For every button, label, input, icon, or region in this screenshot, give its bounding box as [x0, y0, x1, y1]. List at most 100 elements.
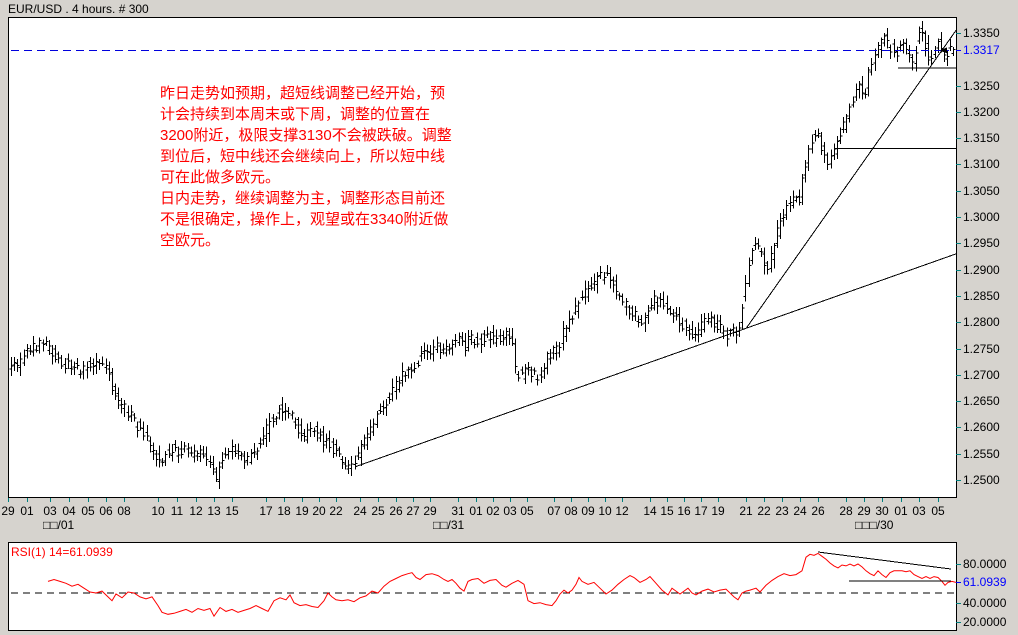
price-axis-tick: [956, 191, 961, 192]
date-axis-tick: [27, 498, 28, 502]
date-axis-label: 08: [564, 504, 578, 518]
date-axis-label: 19: [295, 504, 309, 518]
date-axis-label: 23: [775, 504, 789, 518]
date-axis-tick: [266, 498, 267, 502]
price-axis-label: 1.2650: [963, 394, 1000, 408]
date-axis-tick: [232, 498, 233, 502]
price-chart-canvas[interactable]: [9, 18, 956, 497]
price-axis-label: 1.2600: [963, 420, 1000, 434]
current-bar-marker-icon: [940, 47, 947, 54]
date-axis-tick: [458, 498, 459, 502]
price-axis-tick: [956, 480, 961, 481]
price-axis-tick: [956, 164, 961, 165]
date-axis-tick: [554, 498, 555, 502]
price-axis-label: 1.3100: [963, 157, 1000, 171]
date-axis-tick: [50, 498, 51, 502]
date-axis-tick: [336, 498, 337, 502]
date-axis-tick: [476, 498, 477, 502]
date-axis-label: 12: [615, 504, 629, 518]
date-axis-tick: [527, 498, 528, 502]
date-axis-tick: [919, 498, 920, 502]
chart-title: EUR/USD . 4 hours. # 300: [8, 2, 149, 16]
date-axis-tick: [746, 498, 747, 502]
date-axis-tick: [782, 498, 783, 502]
date-axis-label: 26: [389, 504, 403, 518]
price-axis-label: 1.3150: [963, 131, 1000, 145]
date-axis-label: 24: [793, 504, 807, 518]
rsi-axis-tick: [956, 603, 961, 604]
date-axis-tick: [214, 498, 215, 502]
date-axis-label: 27: [406, 504, 420, 518]
date-axis-label: 21: [739, 504, 753, 518]
price-axis-tick: [956, 243, 961, 244]
price-axis-label: 1.2700: [963, 368, 1000, 382]
date-axis-tick: [284, 498, 285, 502]
price-axis-label: 1.2900: [963, 263, 1000, 277]
date-axis-label: 24: [353, 504, 367, 518]
price-axis-label: 1.2750: [963, 342, 1000, 356]
price-axis-tick: [956, 375, 961, 376]
rsi-current-tick: [956, 582, 961, 583]
date-axis-label: 29: [1, 504, 15, 518]
rsi-chart-canvas[interactable]: [9, 543, 956, 630]
date-axis-tick: [124, 498, 125, 502]
date-axis-label: 10: [598, 504, 612, 518]
price-axis-label: 1.3200: [963, 105, 1000, 119]
price-axis-tick: [956, 322, 961, 323]
date-axis-label: 06: [99, 504, 113, 518]
date-axis-label: 11: [170, 504, 184, 518]
date-axis-label: 20: [312, 504, 326, 518]
price-axis-tick: [956, 349, 961, 350]
main-price-chart[interactable]: [8, 17, 957, 498]
date-axis-tick: [800, 498, 801, 502]
date-axis-tick: [605, 498, 606, 502]
date-axis-tick: [882, 498, 883, 502]
date-axis-label: 22: [757, 504, 771, 518]
date-axis-label: 22: [329, 504, 343, 518]
date-axis-tick: [88, 498, 89, 502]
date-axis-label: 25: [371, 504, 385, 518]
price-axis-label: 1.2800: [963, 315, 1000, 329]
price-axis-label: 1.3350: [963, 26, 1000, 40]
price-axis-label: 1.3250: [963, 79, 1000, 93]
period-axis-label: □□□/30: [855, 518, 894, 532]
date-axis-tick: [106, 498, 107, 502]
date-axis-tick: [938, 498, 939, 502]
current-price-label: 1.3317: [963, 43, 1000, 57]
date-axis-label: 18: [277, 504, 291, 518]
rsi-axis-label: 20.0000: [963, 615, 1007, 629]
date-axis-label: 09: [581, 504, 595, 518]
date-axis-tick: [302, 498, 303, 502]
price-axis-label: 1.2550: [963, 447, 1000, 461]
trendline-steep-uptrend: [745, 30, 956, 329]
rsi-axis-label: 40.0000: [963, 596, 1007, 610]
trendline-long-uptrend: [354, 253, 956, 468]
date-axis-label: 02: [486, 504, 500, 518]
date-axis-tick: [8, 498, 9, 502]
date-axis-tick: [864, 498, 865, 502]
rsi-axis-tick: [956, 622, 961, 623]
date-axis-label: 28: [839, 504, 853, 518]
price-axis-label: 1.3050: [963, 184, 1000, 198]
date-axis-label: 04: [62, 504, 76, 518]
date-axis-tick: [177, 498, 178, 502]
date-axis-label: 31: [451, 504, 465, 518]
date-axis-label: 26: [811, 504, 825, 518]
date-axis-label: 01: [894, 504, 908, 518]
date-axis-label: 30: [875, 504, 889, 518]
date-axis-label: 15: [225, 504, 239, 518]
date-axis-tick: [158, 498, 159, 502]
date-axis-label: 19: [711, 504, 725, 518]
price-axis-tick: [956, 427, 961, 428]
price-axis-tick: [956, 454, 961, 455]
price-axis-label: 1.2500: [963, 473, 1000, 487]
date-axis-label: 08: [117, 504, 131, 518]
price-axis-tick: [956, 296, 961, 297]
date-axis-label: 12: [189, 504, 203, 518]
date-axis-label: 01: [20, 504, 34, 518]
date-axis-label: 01: [469, 504, 483, 518]
period-axis-label: □□/31: [433, 518, 465, 532]
rsi-indicator-label: RSI(1) 14=61.0939: [11, 545, 113, 559]
rsi-panel[interactable]: [8, 542, 957, 631]
date-axis-label: 03: [912, 504, 926, 518]
